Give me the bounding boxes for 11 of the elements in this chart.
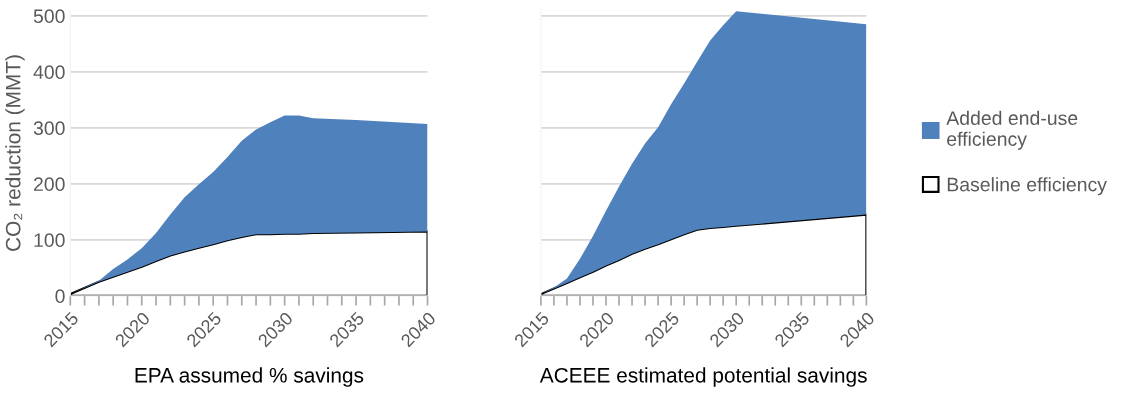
y-tick-label: 100	[34, 233, 65, 248]
y-axis-title: CO₂ reduction (MMT)	[5, 55, 25, 251]
y-tick-label: 500	[33, 9, 65, 24]
y-tick-label: 200	[33, 177, 65, 192]
x-axis-title: ACEEE estimated potential savings	[539, 367, 867, 387]
y-tick-label: 300	[33, 121, 65, 136]
legend-label: Added end-use efficiency	[946, 110, 1078, 150]
y-tick-label: 0	[55, 289, 65, 304]
y-tick-label: 400	[33, 65, 65, 80]
legend-label: Baseline efficiency	[947, 177, 1107, 196]
x-axis-title: EPA assumed % savings	[135, 367, 364, 387]
